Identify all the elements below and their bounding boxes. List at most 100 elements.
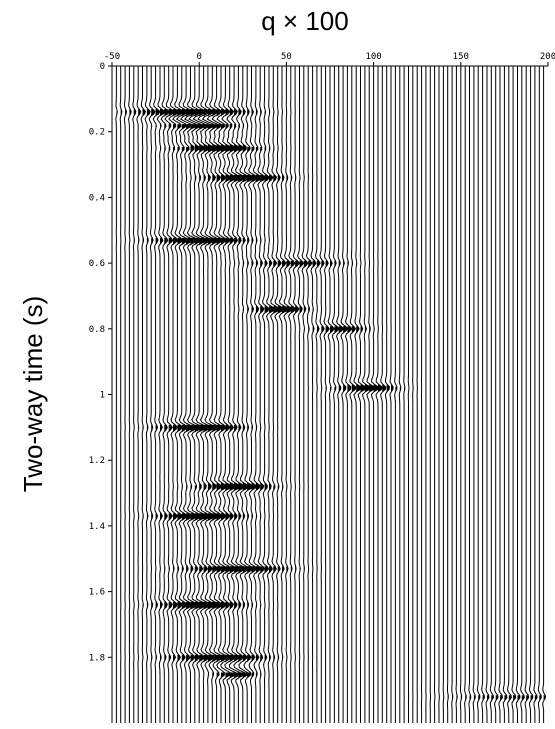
seismic-trace bbox=[233, 66, 246, 723]
trace-fill bbox=[325, 260, 330, 392]
x-tick-label: -50 bbox=[104, 52, 120, 62]
trace-fill bbox=[369, 326, 375, 392]
seismic-trace bbox=[327, 66, 335, 723]
seismic-trace bbox=[115, 66, 118, 723]
trace-fill bbox=[513, 695, 516, 703]
trace-fill bbox=[177, 109, 184, 663]
y-axis-label: Two-way time (s) bbox=[18, 296, 48, 492]
seismic-trace bbox=[537, 66, 542, 723]
trace-fill bbox=[155, 109, 160, 663]
trace-fill bbox=[312, 260, 317, 334]
x-tick-label: 100 bbox=[365, 52, 381, 62]
seismic-trace bbox=[319, 66, 325, 723]
seismic-trace bbox=[270, 66, 281, 723]
seismic-trace bbox=[331, 66, 340, 723]
seismic-trace bbox=[164, 66, 176, 723]
seismic-trace bbox=[366, 66, 375, 723]
seismic-trace bbox=[476, 66, 481, 723]
trace-fill bbox=[543, 695, 546, 703]
trace-fill bbox=[334, 260, 340, 392]
x-tick-label: 50 bbox=[281, 52, 292, 62]
trace-fill bbox=[469, 695, 471, 701]
seismic-trace bbox=[261, 66, 270, 723]
trace-fill bbox=[173, 109, 179, 663]
seismic-trace bbox=[136, 66, 142, 723]
trace-fill bbox=[330, 260, 335, 392]
trace-fill bbox=[478, 695, 480, 701]
seismic-trace bbox=[323, 66, 330, 723]
seismic-trace bbox=[375, 66, 383, 723]
seismic-trace bbox=[451, 66, 454, 723]
seismic-trace bbox=[384, 66, 391, 723]
trace-fill bbox=[487, 695, 489, 703]
seismic-trace bbox=[288, 66, 297, 723]
trace-fill bbox=[194, 109, 202, 663]
seismic-trace bbox=[305, 66, 313, 723]
trace-fill bbox=[382, 384, 386, 392]
trace-fill bbox=[338, 260, 344, 392]
seismic-trace bbox=[533, 66, 538, 723]
seismic-trace bbox=[175, 66, 190, 723]
seismic-trace bbox=[481, 66, 485, 723]
trace-fill bbox=[151, 109, 156, 663]
trace-fill bbox=[539, 695, 542, 703]
trace-fill bbox=[120, 109, 122, 117]
seismic-trace bbox=[389, 66, 394, 723]
trace-fill bbox=[395, 386, 397, 392]
seismic-trace bbox=[472, 66, 476, 723]
seismic-trace bbox=[370, 66, 379, 723]
y-tick-label: 1.4 bbox=[89, 522, 105, 532]
seismic-trace bbox=[349, 66, 357, 723]
seismic-trace bbox=[172, 66, 185, 723]
trace-fill bbox=[203, 109, 211, 663]
trace-fill bbox=[517, 695, 520, 703]
trace-fill bbox=[456, 695, 458, 701]
seismic-trace bbox=[498, 66, 503, 723]
seismic-trace bbox=[357, 66, 367, 723]
trace-fill bbox=[360, 263, 366, 392]
seismic-trace bbox=[301, 66, 309, 723]
trace-fill bbox=[347, 260, 352, 392]
trace-fill bbox=[495, 695, 498, 703]
trace-fill bbox=[116, 111, 118, 117]
trace-fill bbox=[534, 695, 538, 703]
seismic-trace bbox=[464, 66, 467, 723]
trace-fill bbox=[504, 695, 507, 703]
trace-fill bbox=[255, 109, 262, 678]
trace-fill bbox=[186, 109, 193, 663]
seismic-trace bbox=[528, 66, 534, 723]
seismic-trace bbox=[361, 66, 371, 723]
trace-group bbox=[115, 66, 547, 723]
seismic-trace bbox=[380, 66, 387, 723]
chart-title: q × 100 bbox=[261, 6, 348, 36]
seismic-trace bbox=[344, 66, 353, 723]
seismic-trace bbox=[160, 66, 171, 723]
seismic-trace bbox=[438, 66, 440, 723]
seismic-trace bbox=[243, 66, 255, 723]
seismic-trace bbox=[283, 66, 293, 723]
seismic-trace bbox=[119, 66, 123, 723]
seismic-trace bbox=[459, 66, 463, 723]
trace-fill bbox=[160, 109, 165, 663]
trace-fill bbox=[460, 695, 462, 701]
trace-fill bbox=[190, 109, 198, 663]
seismic-trace bbox=[542, 66, 547, 723]
y-tick-label: 1.8 bbox=[89, 653, 105, 663]
seismic-trace bbox=[238, 66, 251, 723]
seismic-trace bbox=[507, 66, 512, 723]
y-tick-label: 0.6 bbox=[89, 259, 105, 269]
trace-fill bbox=[399, 386, 401, 392]
trace-fill bbox=[282, 174, 288, 663]
trace-fill bbox=[168, 109, 175, 663]
seismic-trace bbox=[140, 66, 147, 723]
trace-fill bbox=[212, 109, 219, 678]
y-tick-label: 0 bbox=[100, 62, 105, 72]
trace-fill bbox=[465, 695, 467, 701]
trace-fill bbox=[238, 109, 246, 680]
seismic-trace bbox=[168, 66, 180, 723]
trace-fill bbox=[526, 695, 529, 703]
seismic-trace bbox=[144, 66, 151, 723]
seismic-trace bbox=[132, 66, 137, 723]
x-tick-label: 200 bbox=[540, 52, 555, 62]
